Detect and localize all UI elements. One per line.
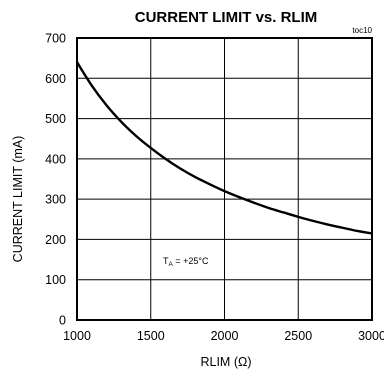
annotation-main: T xyxy=(163,256,169,266)
y-tick-label-7: 700 xyxy=(45,32,66,46)
chart-title: CURRENT LIMIT vs. RLIM xyxy=(135,9,318,26)
annotation-rest: = +25°C xyxy=(173,256,209,266)
annotation-subscript: A xyxy=(169,261,174,268)
series-line xyxy=(75,61,373,235)
y-tick-label-1: 100 xyxy=(45,273,66,287)
grid xyxy=(77,38,372,320)
plot-frame xyxy=(76,37,373,321)
y-axis-title: CURRENT LIMIT (mA) xyxy=(11,136,25,263)
x-tick-labels: 1000 1500 2000 2500 3000 xyxy=(63,329,384,343)
x-tick-label-1: 1500 xyxy=(137,329,165,343)
x-tick-label-0: 1000 xyxy=(63,329,91,343)
y-tick-label-3: 300 xyxy=(45,193,66,207)
y-tick-label-6: 600 xyxy=(45,72,66,86)
y-tick-label-2: 200 xyxy=(45,233,66,247)
y-tick-labels: 0 100 200 300 400 500 600 700 xyxy=(45,32,66,328)
figure-tag: toc10 xyxy=(352,26,372,35)
y-tick-label-4: 400 xyxy=(45,152,66,166)
x-axis-title: RLIM (Ω) xyxy=(200,355,251,369)
x-tick-label-4: 3000 xyxy=(358,329,384,343)
y-tick-label-5: 500 xyxy=(45,112,66,126)
y-tick-label-0: 0 xyxy=(59,314,66,328)
temperature-annotation: TA = +25°C xyxy=(163,256,209,268)
x-tick-label-2: 2000 xyxy=(211,329,239,343)
x-tick-label-3: 2500 xyxy=(284,329,312,343)
